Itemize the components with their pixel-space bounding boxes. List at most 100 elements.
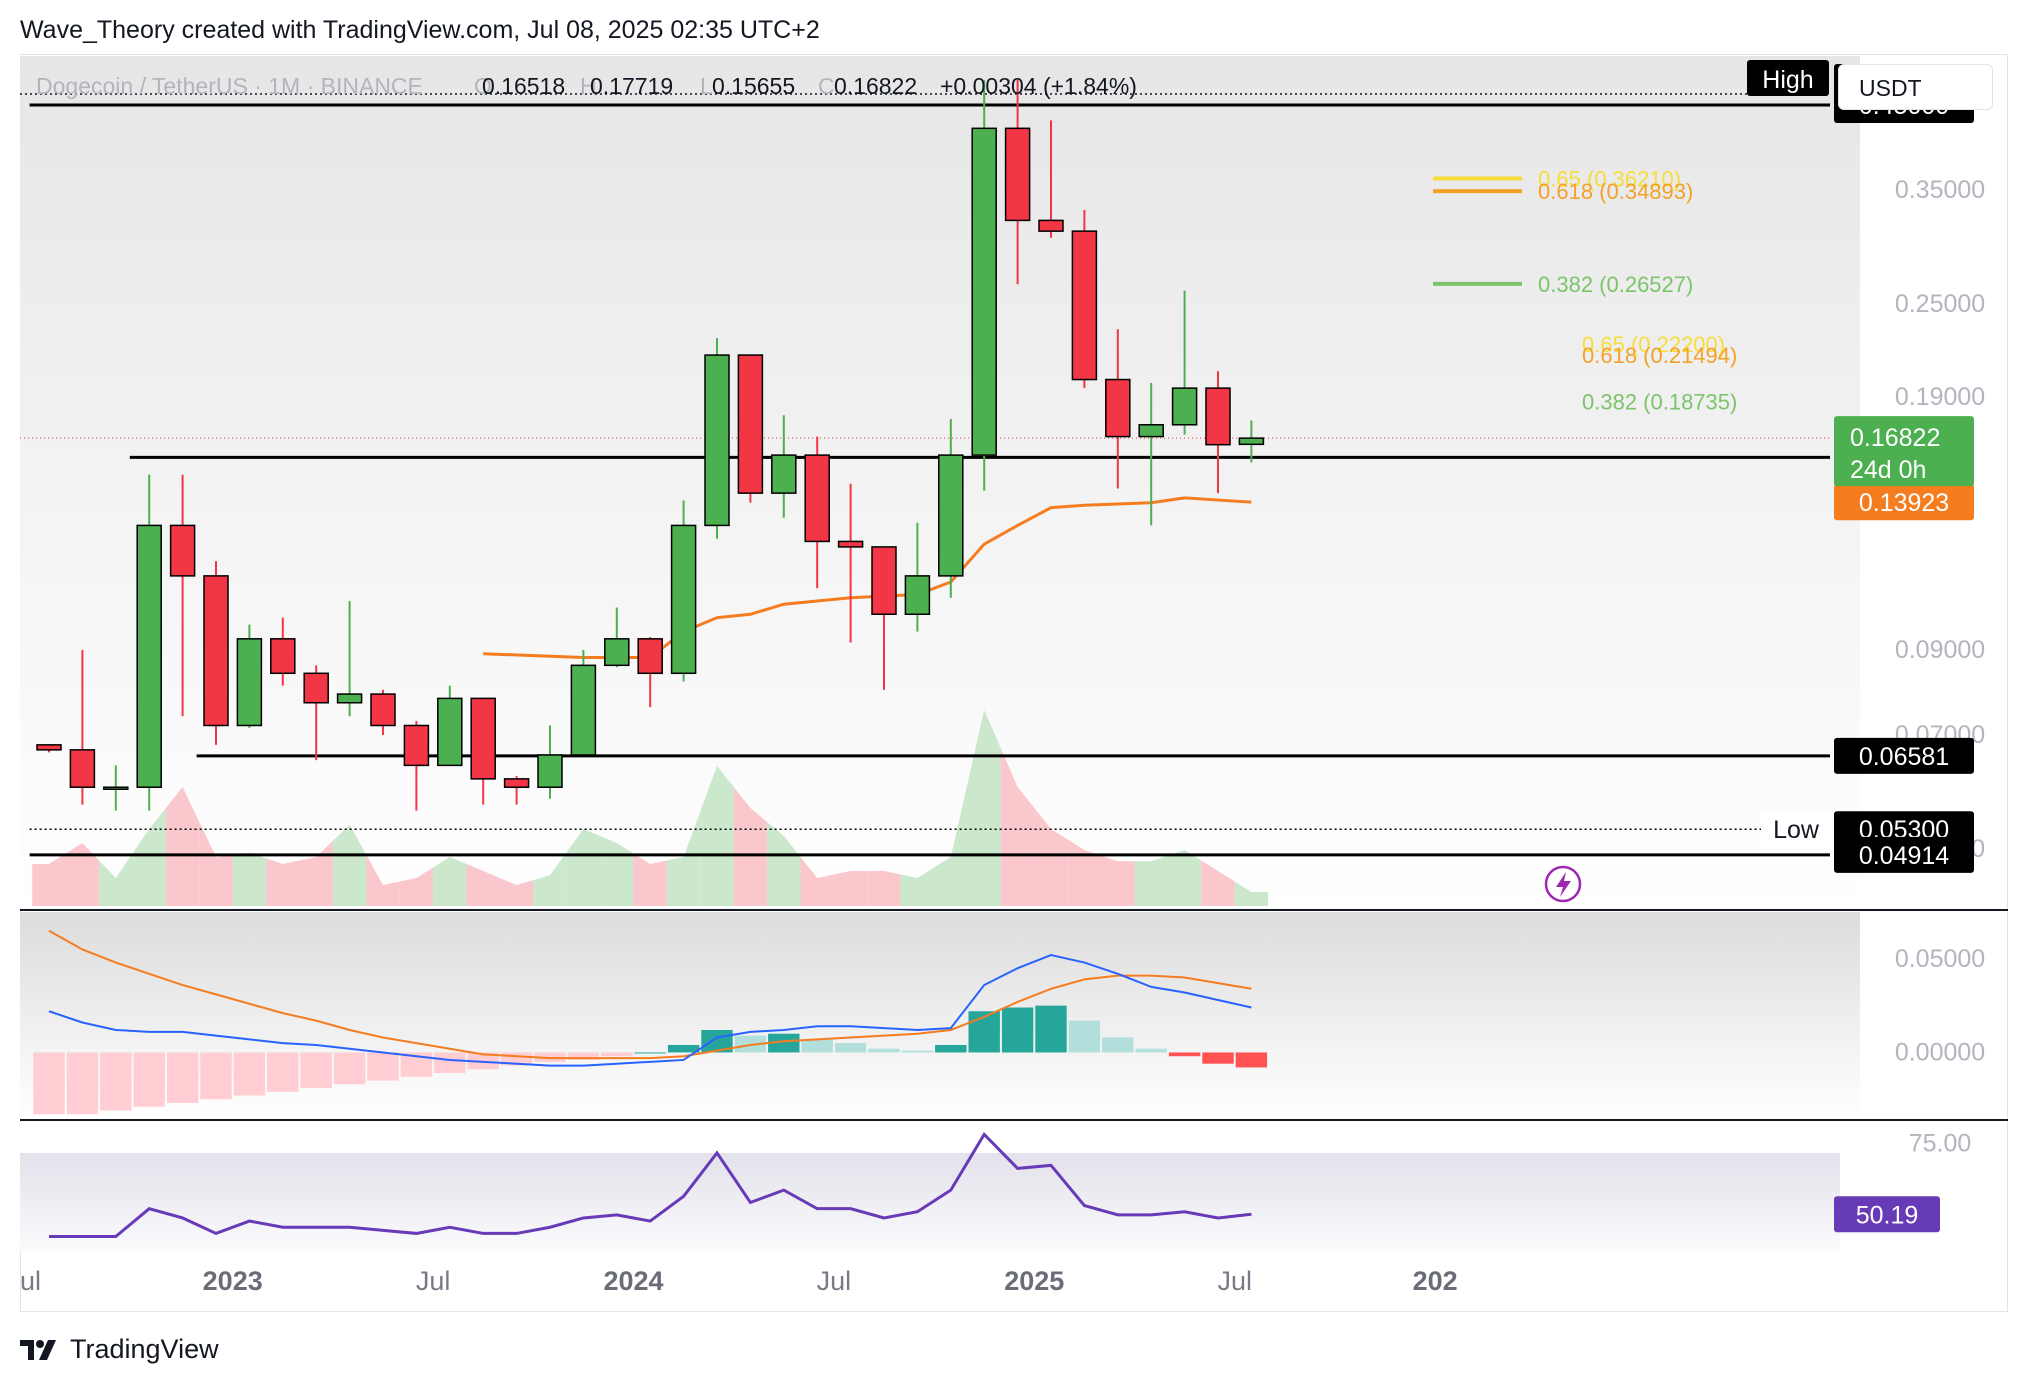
time-tick: 2025 xyxy=(1004,1266,1064,1296)
price-badge-bg xyxy=(1834,836,1974,873)
momentum-area-segment xyxy=(1101,855,1135,906)
momentum-area-segment xyxy=(433,857,467,906)
momentum-area-segment xyxy=(967,710,1001,906)
price-badge-bg xyxy=(1834,484,1974,521)
candle-body xyxy=(537,754,563,788)
momentum-area-segment xyxy=(165,787,200,906)
momentum-area-segment xyxy=(800,857,834,906)
fibonacci-layer: 0.65 (0.36210)0.618 (0.34893) 0.382 (0.26… xyxy=(1433,167,1737,415)
time-tick: Jul xyxy=(416,1266,451,1296)
candle-body xyxy=(336,693,363,704)
replay-lightning-icon[interactable] xyxy=(1544,865,1582,903)
macd-histogram-bar xyxy=(1102,1037,1134,1053)
macd-histogram-bar xyxy=(300,1052,332,1089)
price-badges-layer: 0.48434High0.05300Low0.450000.158930.139… xyxy=(1747,60,1974,873)
fib-label: 0.382 (0.18735) xyxy=(1582,390,1737,415)
candle-body xyxy=(69,749,96,788)
tradingview-logo-icon xyxy=(20,1339,56,1360)
momentum-area-segment xyxy=(1201,860,1235,906)
price-tick: 0.25000 xyxy=(1895,290,1985,318)
candle-body xyxy=(103,786,129,790)
tradingview-wordmark: TradingView xyxy=(70,1334,219,1364)
horizontal-levels-layer xyxy=(20,93,1830,857)
candle-body xyxy=(1038,219,1064,232)
momentum-area-segment xyxy=(533,852,567,906)
candle-body xyxy=(971,127,997,456)
momentum-area-segment xyxy=(299,840,333,906)
momentum-area-segment xyxy=(1034,808,1068,906)
candle-body xyxy=(236,638,263,727)
macd-tick: 0.00000 xyxy=(1895,1038,1985,1066)
momentum-area-segment xyxy=(566,829,601,906)
fib-label: 0.618 (0.21494) xyxy=(1582,343,1737,368)
momentum-area-segment xyxy=(132,808,166,906)
candle-body xyxy=(837,540,864,548)
macd-histogram-bar xyxy=(1235,1052,1268,1068)
currency-select[interactable]: USDT xyxy=(1838,64,1993,110)
momentum-area-segment xyxy=(1000,748,1035,906)
time-axis-layer: ul 2023 Jul 2024 Jul 2025 Jul 202 xyxy=(20,1266,1458,1296)
candle-body xyxy=(36,744,62,751)
macd-histogram-bar xyxy=(968,1011,1000,1053)
macd-histogram-bar xyxy=(601,1052,633,1057)
rsi-line xyxy=(49,1131,1252,1239)
price-badge: 0.06581 xyxy=(1859,743,1949,771)
candle-body xyxy=(637,638,663,675)
macd-histogram-bar xyxy=(100,1052,132,1111)
macd-histogram-bar xyxy=(667,1044,700,1053)
candle-body xyxy=(303,672,329,704)
macd-histogram-bar xyxy=(1068,1020,1101,1053)
macd-histogram-bar xyxy=(868,1048,900,1053)
symbol-label: Dogecoin / TetherUS · 1M · BINANCE xyxy=(36,73,423,99)
ohlc-header: Dogecoin / TetherUS · 1M · BINANCE O 0.1… xyxy=(36,73,1137,99)
candle-body xyxy=(771,454,797,494)
candle-body xyxy=(403,724,430,767)
macd-histogram-bar xyxy=(166,1052,199,1104)
fib-label: 0.382 (0.26527) xyxy=(1538,272,1693,297)
macd-histogram-bar xyxy=(367,1052,399,1081)
macd-signal-line xyxy=(48,929,1252,1060)
open-label: O xyxy=(474,73,492,99)
macd-histogram-bar xyxy=(267,1052,299,1092)
low-tag: Low xyxy=(1773,816,1820,844)
candle-body xyxy=(169,524,196,577)
momentum-area-segment xyxy=(399,867,434,906)
tradingview-logo[interactable]: TradingView xyxy=(20,1334,219,1365)
macd-histogram-bar xyxy=(634,1052,666,1054)
macd-histogram-bar xyxy=(434,1052,466,1074)
momentum-area-segment xyxy=(1134,855,1168,906)
low-tag-bg xyxy=(1761,811,1831,848)
macd-tick: 0.05000 xyxy=(1895,945,1985,973)
current-price-badge-bg xyxy=(1834,416,1974,487)
candle-body xyxy=(938,454,964,577)
time-tick: 2024 xyxy=(603,1266,663,1296)
momentum-area-segment xyxy=(633,853,667,906)
time-tick: ul xyxy=(20,1266,41,1296)
momentum-area-segment xyxy=(934,783,968,906)
candle-body xyxy=(904,575,931,616)
macd-histogram-bar xyxy=(935,1044,967,1053)
time-tick: Jul xyxy=(1217,1266,1252,1296)
macd-line xyxy=(48,954,1252,1067)
high-label: H xyxy=(580,73,597,99)
candle-body xyxy=(1205,387,1231,446)
time-tick: Jul xyxy=(817,1266,852,1296)
macd-histogram-bar xyxy=(200,1052,232,1100)
candle-body xyxy=(136,524,162,788)
macd-layer: 0.05000 0.00000 xyxy=(33,929,1985,1115)
high-tag: High xyxy=(1762,66,1813,94)
macd-histogram-bar xyxy=(801,1039,833,1053)
candle-body xyxy=(570,664,597,756)
macd-histogram-bar xyxy=(133,1052,165,1107)
momentum-area-segment xyxy=(99,853,133,906)
momentum-area-segment xyxy=(900,867,935,906)
candle-body xyxy=(1171,387,1198,426)
momentum-area-segment xyxy=(499,878,534,906)
rsi-tick: 75.00 xyxy=(1909,1129,1972,1157)
time-tick: 2023 xyxy=(203,1266,263,1296)
low-value: 0.15655 xyxy=(712,73,795,99)
candle-body xyxy=(203,575,229,727)
momentum-area-segment xyxy=(1234,881,1269,906)
macd-histogram-bar xyxy=(768,1033,800,1053)
